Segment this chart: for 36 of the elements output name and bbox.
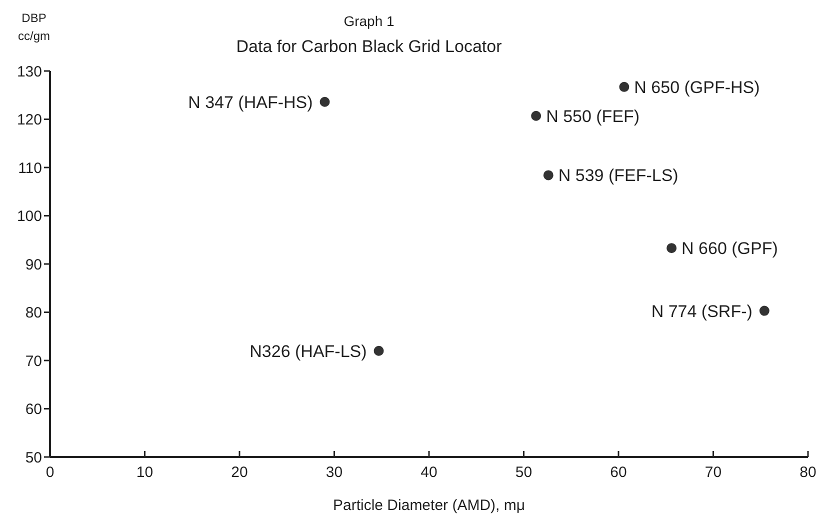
x-tick-label: 50: [515, 464, 532, 481]
annotation: N326 (HAF-LS): [250, 342, 367, 361]
y-tick-label: 50: [25, 449, 42, 466]
x-axis-title: Particle Diameter (AMD), mμ: [333, 497, 525, 514]
point: [531, 110, 542, 121]
annotation: N 539 (FEF-LS): [558, 166, 678, 186]
x-tick-label: 60: [610, 464, 627, 481]
x-tick-label: 20: [231, 464, 248, 481]
annotation: N 660 (GPF): [682, 239, 778, 258]
x-tick-label: 10: [136, 464, 154, 481]
x-tick-label: 70: [704, 464, 722, 481]
x-tick-label: 80: [800, 464, 816, 481]
y-tick-label: 70: [25, 352, 42, 370]
y-tick-label: 130: [16, 63, 42, 80]
y-tick-label: 120: [16, 112, 42, 128]
annotation: N 774 (SRF-): [651, 302, 752, 321]
point: [320, 96, 330, 107]
y-tick-label: 80: [25, 304, 42, 322]
y-axis-title: DBP cc/gm: [18, 11, 50, 43]
chart-subtitle: Graph 1: [344, 13, 395, 29]
y-tick-label: 60: [25, 401, 42, 418]
point: [759, 306, 770, 316]
x-tick-label: 40: [420, 464, 438, 481]
chart-title: Data for Carbon Black Grid Locator: [236, 37, 502, 56]
y-tick-label: 110: [18, 160, 42, 177]
point: [666, 243, 677, 254]
point: [543, 170, 554, 180]
annotation: N 550 (FEF): [546, 106, 640, 126]
annotation: N 650 (GPF-HS): [634, 78, 760, 97]
point: [374, 346, 384, 356]
x-tick-label: 0: [46, 464, 54, 481]
annotation: N 347 (HAF-HS): [188, 92, 313, 112]
point: [619, 82, 630, 92]
x-tick-label: 30: [326, 464, 343, 481]
y-tick-label: 90: [25, 256, 42, 274]
y-tick-label: 100: [16, 208, 42, 225]
